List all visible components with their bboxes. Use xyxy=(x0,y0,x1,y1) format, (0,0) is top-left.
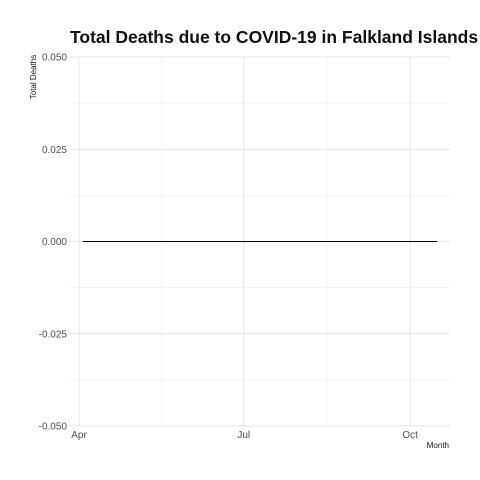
y-tick-label: -0.025 xyxy=(39,329,68,340)
chart-title: Total Deaths due to COVID-19 in Falkland… xyxy=(70,27,478,47)
y-tick-label: -0.050 xyxy=(39,422,68,433)
x-tick-label: Oct xyxy=(402,430,418,441)
y-tick-label: 0.025 xyxy=(42,145,67,156)
tick-labels: Apr Jul Oct 0.050 0.025 0.000 -0.025 -0.050 xyxy=(39,53,419,442)
x-tick-label: Apr xyxy=(71,430,87,441)
y-axis-title: Total Deaths xyxy=(29,55,38,99)
x-axis-title: Month xyxy=(427,441,449,450)
y-tick-label: 0.050 xyxy=(42,53,67,64)
x-tick-label: Jul xyxy=(237,430,250,441)
y-tick-label: 0.000 xyxy=(42,237,67,248)
